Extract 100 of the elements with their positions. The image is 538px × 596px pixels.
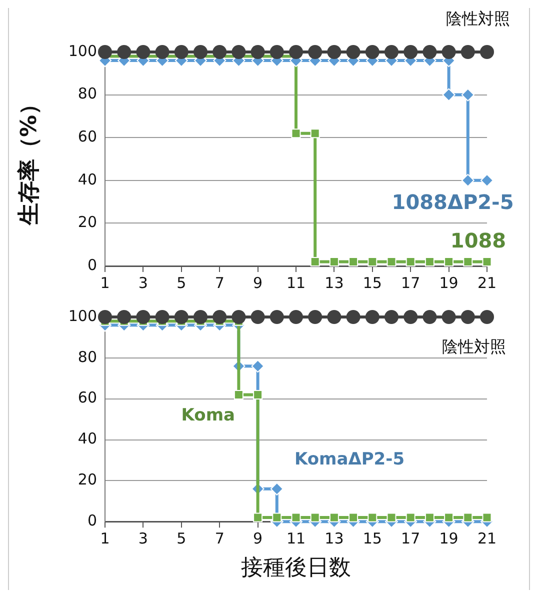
point <box>232 310 246 324</box>
point <box>386 256 396 266</box>
point <box>406 512 416 522</box>
point <box>480 174 494 187</box>
point <box>442 88 456 102</box>
point <box>174 45 188 59</box>
point <box>250 45 265 59</box>
x-tick-label: 15 <box>362 529 382 548</box>
point <box>194 310 208 324</box>
point <box>291 128 301 138</box>
x-tick-label: 21 <box>477 529 497 548</box>
point <box>422 310 437 324</box>
point <box>117 45 132 59</box>
point <box>406 256 416 266</box>
x-tick-label: 7 <box>214 274 224 292</box>
y-axis-title: 生存率（%） <box>16 92 42 226</box>
point <box>365 310 380 324</box>
x-tick-label: 9 <box>253 529 263 548</box>
point <box>348 256 358 266</box>
x-tick-label: 19 <box>439 274 458 292</box>
point <box>253 390 263 400</box>
y-tick-label: 0 <box>87 256 97 274</box>
point <box>482 256 492 266</box>
y-tick-label: 20 <box>78 470 97 489</box>
point <box>289 45 303 59</box>
point <box>270 310 284 324</box>
x-tick-label: 5 <box>176 274 186 292</box>
point <box>289 310 303 324</box>
point <box>232 45 246 59</box>
x-tick-label: 1 <box>100 274 110 292</box>
x-axis-title: 接種後日数 <box>241 556 351 581</box>
point <box>404 310 418 324</box>
series-label: 1088 <box>450 228 506 253</box>
series-label: KomaΔP2-5 <box>294 450 405 470</box>
point <box>270 482 284 496</box>
y-tick-label: 60 <box>78 388 97 407</box>
point <box>442 310 456 324</box>
point <box>386 512 396 522</box>
point <box>480 45 494 59</box>
y-tick-label: 40 <box>78 170 97 188</box>
point <box>463 256 473 266</box>
point <box>404 45 418 59</box>
x-tick-label: 3 <box>138 274 148 292</box>
point <box>272 512 282 522</box>
point <box>250 310 265 324</box>
point <box>442 45 456 59</box>
point <box>291 512 301 522</box>
y-tick-label: 60 <box>78 127 97 146</box>
point <box>480 310 494 324</box>
point <box>368 512 378 522</box>
point <box>98 310 112 324</box>
x-tick-label: 11 <box>286 529 306 548</box>
x-tick-label: 13 <box>324 529 344 548</box>
series-label: 陰性対照 <box>446 9 510 28</box>
point <box>463 512 473 522</box>
x-tick-label: 17 <box>401 529 420 548</box>
point <box>98 45 112 59</box>
point <box>308 310 322 324</box>
point <box>346 45 360 59</box>
point <box>365 45 380 59</box>
x-tick-label: 21 <box>477 274 497 292</box>
y-tick-label: 40 <box>78 430 97 448</box>
point <box>327 310 342 324</box>
y-tick-label: 100 <box>68 42 97 60</box>
point <box>424 512 434 522</box>
point <box>253 512 263 522</box>
x-tick-label: 9 <box>253 274 263 292</box>
x-tick-label: 13 <box>324 274 344 292</box>
x-tick-label: 5 <box>176 529 186 548</box>
point <box>424 256 434 266</box>
x-tick-label: 1 <box>100 529 110 548</box>
point <box>461 88 474 102</box>
point <box>384 310 398 324</box>
point <box>329 256 339 266</box>
point <box>460 45 475 59</box>
y-tick-label: 20 <box>78 213 97 232</box>
point <box>155 310 170 324</box>
x-tick-label: 15 <box>362 274 382 292</box>
point <box>310 512 320 522</box>
point <box>310 128 320 138</box>
point <box>368 256 378 266</box>
point <box>136 310 150 324</box>
x-tick-label: 19 <box>439 529 458 548</box>
point <box>460 310 475 324</box>
point <box>117 310 132 324</box>
series-label: 1088ΔP2-5 <box>392 190 514 214</box>
point <box>194 45 208 59</box>
point <box>174 310 188 324</box>
point <box>155 45 170 59</box>
point <box>482 512 492 522</box>
y-tick-label: 100 <box>68 306 97 325</box>
point <box>422 45 437 59</box>
point <box>308 45 322 59</box>
point <box>348 512 358 522</box>
point <box>136 45 150 59</box>
x-tick-label: 11 <box>286 274 306 292</box>
point <box>327 45 342 59</box>
point <box>346 310 360 324</box>
point <box>384 45 398 59</box>
point <box>234 390 244 400</box>
